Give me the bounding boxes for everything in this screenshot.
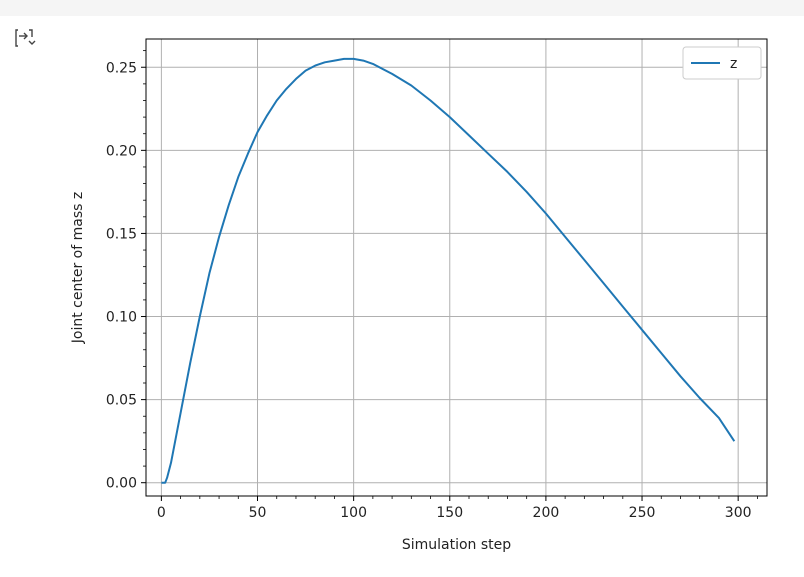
y-tick-label: 0.20: [106, 143, 137, 159]
y-tick-label: 0.10: [106, 310, 137, 326]
y-tick-label: 0.15: [106, 226, 137, 242]
y-axis-label: Joint center of mass z: [70, 192, 86, 344]
y-tick-label: 0.25: [106, 60, 137, 76]
y-tick-label: 0.00: [106, 476, 137, 492]
grid: [146, 39, 767, 496]
x-tick-label: 50: [249, 505, 267, 521]
x-tick-label: 200: [533, 505, 560, 521]
output-toolbar: [0, 0, 804, 16]
output-expand-icon[interactable]: [14, 28, 38, 48]
x-axis: 0 50 100 150 200 250 300: [157, 496, 758, 521]
x-tick-label: 300: [725, 505, 752, 521]
plot-area: [146, 39, 767, 496]
x-tick-label: 250: [629, 505, 656, 521]
legend-label-z: z: [730, 56, 737, 72]
y-tick-label: 0.05: [106, 393, 137, 409]
series-line-z: [161, 57, 736, 484]
y-axis: 0.00 0.05 0.10 0.15 0.20 0.25: [106, 50, 146, 492]
legend: z: [682, 46, 762, 80]
x-tick-label: 150: [436, 505, 463, 521]
series-lines: [161, 57, 736, 484]
x-axis-label: Simulation step: [402, 537, 511, 553]
legend-box: [682, 46, 762, 80]
plot-frame: [145, 38, 768, 497]
x-tick-label: 0: [157, 505, 166, 521]
x-tick-label: 100: [340, 505, 367, 521]
